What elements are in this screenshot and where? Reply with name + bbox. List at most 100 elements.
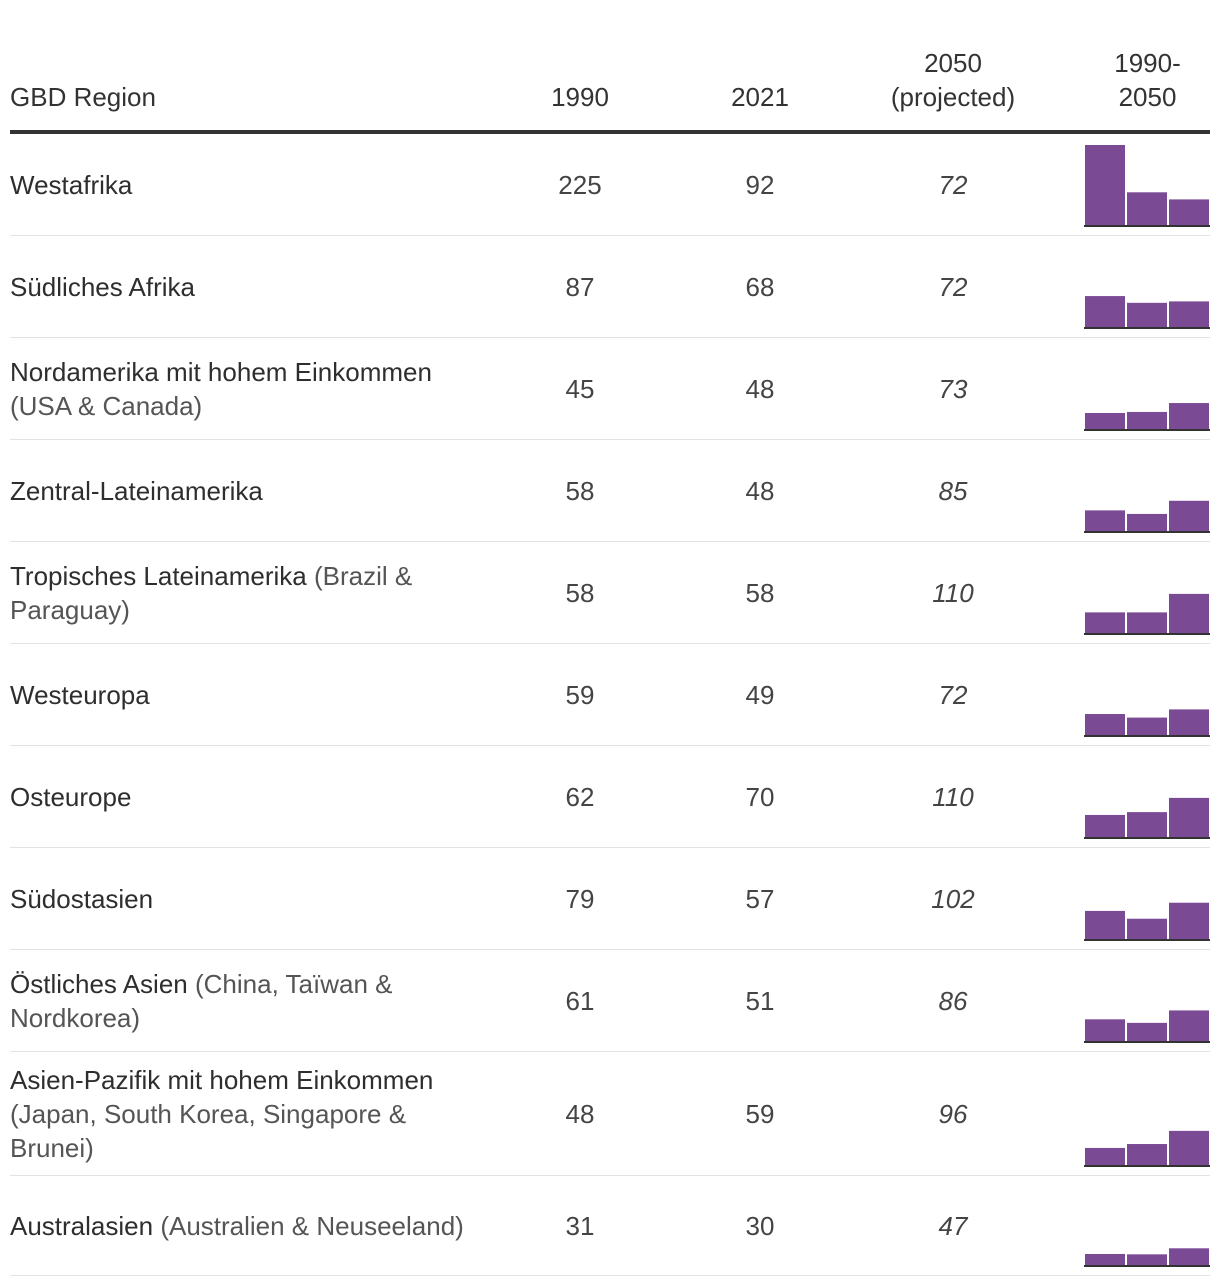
region-name: Asien-Pazifik mit hohem Einkommen <box>10 1064 434 1095</box>
spark-bar-1990 <box>1085 814 1125 837</box>
value-2050: 72 <box>938 679 968 710</box>
value-1990: 48 <box>565 1098 595 1129</box>
value-1990: 59 <box>565 679 595 710</box>
sparkline-nordamerika-mit-hohem-einkommen <box>1084 403 1210 431</box>
table-row: Zentral-Lateinamerika 58 48 85 <box>10 440 1210 542</box>
value-2050: 96 <box>938 1098 968 1129</box>
spark-bar-2050 <box>1169 797 1209 837</box>
spark-bar-1990 <box>1085 714 1125 735</box>
region-cell: Östliches Asien (China, Taïwan & Nordkor… <box>10 967 470 1035</box>
header-sparkline-end: 2050 <box>1118 82 1177 112</box>
spark-bar-2021 <box>1127 612 1167 633</box>
table-body: Westafrika 225 92 72 Südliches Afrika 87 68 72 N… <box>10 134 1210 1276</box>
region-name: Nordamerika mit hohem Einkommen <box>10 356 432 387</box>
sparkline-sudostasien <box>1084 902 1210 941</box>
region-name: Australasien <box>10 1210 154 1241</box>
value-1990: 45 <box>565 373 595 404</box>
spark-bar-1990 <box>1085 296 1125 327</box>
region-note: (China, Taïwan & Nordkorea) <box>10 968 393 1033</box>
value-2021: 92 <box>745 169 775 200</box>
region-cell: Südliches Afrika <box>10 270 470 304</box>
value-1990: 31 <box>565 1210 595 1241</box>
value-2021: 58 <box>745 577 775 608</box>
value-2021: 57 <box>745 883 775 914</box>
table-row: Tropisches Lateinamerika (Brazil & Parag… <box>10 542 1210 644</box>
region-table: GBD Region 1990 2021 2050 (projected) 19… <box>10 0 1210 1276</box>
value-2050: 72 <box>938 271 968 302</box>
value-2021: 68 <box>745 271 775 302</box>
sparkline-westafrika <box>1084 145 1210 227</box>
value-2050: 85 <box>938 475 968 506</box>
table-row: Östliches Asien (China, Taïwan & Nordkor… <box>10 950 1210 1052</box>
header-1990: 1990 <box>551 82 609 112</box>
spark-bar-2050 <box>1169 1010 1209 1041</box>
value-2021: 48 <box>745 373 775 404</box>
table-row: Asien-Pazifik mit hohem Einkommen (Japan… <box>10 1052 1210 1176</box>
spark-bar-1990 <box>1085 910 1125 939</box>
value-2021: 59 <box>745 1098 775 1129</box>
value-1990: 225 <box>558 169 602 200</box>
value-1990: 79 <box>565 883 595 914</box>
region-note: (Brazil & Paraguay) <box>10 560 413 625</box>
spark-bar-1990 <box>1085 1253 1125 1265</box>
spark-bar-2050 <box>1169 593 1209 633</box>
region-cell: Australasien (Australien & Neuseeland) <box>10 1209 470 1243</box>
spark-bar-2050 <box>1169 1130 1209 1165</box>
spark-bar-2050 <box>1169 709 1209 735</box>
region-name: Westeuropa <box>10 679 150 710</box>
value-1990: 61 <box>565 985 595 1016</box>
header-2050-projected: (projected) <box>890 82 1016 112</box>
sparkline-australasien <box>1084 1248 1210 1267</box>
spark-bar-2050 <box>1169 199 1209 225</box>
region-note: (USA & Canada) <box>10 390 203 421</box>
spark-bar-1990 <box>1085 612 1125 633</box>
value-2050: 110 <box>932 781 974 812</box>
spark-bar-1990 <box>1085 1019 1125 1041</box>
value-2021: 70 <box>745 781 775 812</box>
region-note: (Japan, South Korea, Singapore & Brunei) <box>10 1098 407 1163</box>
value-2050: 110 <box>932 577 974 608</box>
value-1990: 58 <box>565 577 595 608</box>
value-1990: 87 <box>565 271 595 302</box>
region-cell: Tropisches Lateinamerika (Brazil & Parag… <box>10 559 470 627</box>
region-name: Südliches Afrika <box>10 271 195 302</box>
sparkline-asien-pazifik-mit-hohem-einkommen <box>1084 1130 1210 1167</box>
region-name: Zentral-Lateinamerika <box>10 475 263 506</box>
spark-bar-1990 <box>1085 413 1125 429</box>
table-row: Südostasien 79 57 102 <box>10 848 1210 950</box>
spark-bar-2021 <box>1127 411 1167 429</box>
value-2050: 102 <box>931 883 975 914</box>
spark-bar-2021 <box>1127 513 1167 531</box>
region-name: Südostasien <box>10 883 154 914</box>
spark-bar-2021 <box>1127 1144 1167 1165</box>
spark-bar-2021 <box>1127 1254 1167 1265</box>
value-1990: 62 <box>565 781 595 812</box>
sparkline-zentral-lateinamerika <box>1084 500 1210 533</box>
spark-bar-2021 <box>1127 717 1167 735</box>
table-row: Westeuropa 59 49 72 <box>10 644 1210 746</box>
value-2021: 51 <box>745 985 775 1016</box>
value-2050: 47 <box>938 1210 968 1241</box>
spark-bar-1990 <box>1085 1147 1125 1165</box>
header-2021: 2021 <box>731 82 789 112</box>
value-2021: 48 <box>745 475 775 506</box>
sparkline-sudliches-afrika <box>1084 296 1210 329</box>
header-2050-year: 2050 <box>924 48 982 78</box>
spark-bar-2021 <box>1127 812 1167 837</box>
value-2050: 72 <box>938 169 968 200</box>
region-cell: Asien-Pazifik mit hohem Einkommen (Japan… <box>10 1063 470 1165</box>
spark-bar-2021 <box>1127 192 1167 225</box>
region-name: Tropisches Lateinamerika <box>10 560 307 591</box>
spark-bar-2050 <box>1169 902 1209 939</box>
region-cell: Nordamerika mit hohem Einkommen (USA & C… <box>10 355 470 423</box>
region-cell: Westafrika <box>10 168 470 202</box>
header-region: GBD Region <box>10 82 156 112</box>
table-header: GBD Region 1990 2021 2050 (projected) 19… <box>10 0 1210 134</box>
table-row: Osteurope 62 70 110 <box>10 746 1210 848</box>
spark-bar-1990 <box>1085 510 1125 531</box>
region-note: (Australien & Neuseeland) <box>160 1210 464 1241</box>
header-sparkline-start: 1990- <box>1114 48 1181 78</box>
region-cell: Osteurope <box>10 780 470 814</box>
spark-bar-2050 <box>1169 403 1209 429</box>
value-1990: 58 <box>565 475 595 506</box>
